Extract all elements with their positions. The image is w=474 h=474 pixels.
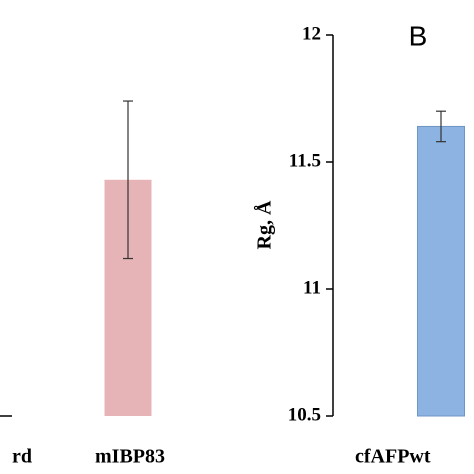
panel-label: B xyxy=(409,20,428,51)
y-tick-label: 11 xyxy=(303,277,321,298)
y-tick-label: 11.5 xyxy=(289,150,321,171)
bar xyxy=(417,125,465,417)
y-axis-label: Rg, Å xyxy=(253,200,276,249)
y-tick-label: 12 xyxy=(302,23,321,44)
x-tick-label: cfAFPwt xyxy=(355,446,431,468)
y-tick-label: 10.5 xyxy=(288,404,321,425)
x-tick-label: rd xyxy=(12,446,32,468)
x-tick-label: mIBP83 xyxy=(95,446,165,468)
